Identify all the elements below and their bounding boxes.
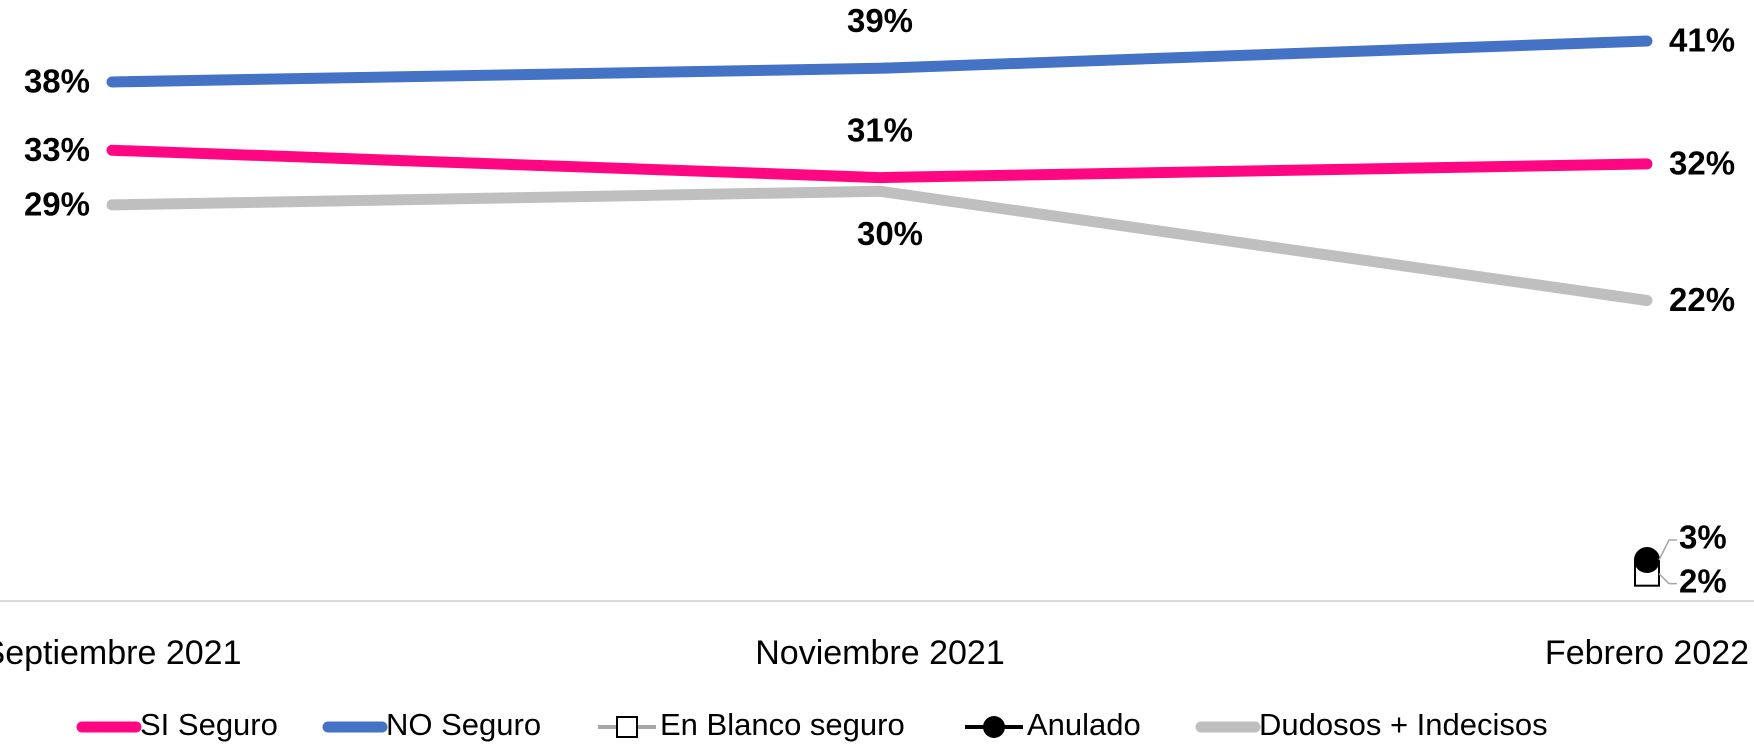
- data-label: 3%: [1679, 519, 1727, 556]
- line: [106, 144, 1653, 184]
- x-tick-label: Febrero 2022: [1545, 634, 1749, 672]
- leader-line: [1658, 539, 1677, 561]
- legend-label: Anulado: [1027, 707, 1141, 742]
- legend-marker: [616, 716, 638, 738]
- data-label: 33%: [24, 131, 90, 168]
- leader-line: [1658, 573, 1677, 585]
- legend-label: SI Seguro: [140, 707, 278, 742]
- x-tick-label: Noviembre 2021: [755, 634, 1004, 672]
- data-label: 30%: [857, 215, 923, 252]
- data-label: 32%: [1669, 145, 1735, 182]
- data-label: 29%: [24, 186, 90, 223]
- legend-label: En Blanco seguro: [660, 707, 905, 742]
- data-label: 22%: [1669, 281, 1735, 318]
- data-label: 2%: [1679, 562, 1727, 599]
- legend-label: Dudosos + Indecisos: [1259, 707, 1548, 742]
- data-label: 31%: [847, 111, 913, 148]
- data-label: 39%: [847, 2, 913, 39]
- legend-label: NO Seguro: [386, 707, 541, 742]
- marker: [1634, 547, 1660, 574]
- data-label: 38%: [24, 63, 90, 100]
- line: [106, 35, 1653, 88]
- data-label: 41%: [1669, 22, 1735, 59]
- legend-marker: [983, 716, 1005, 738]
- x-tick-label: Septiembre 2021: [0, 634, 241, 672]
- line: [106, 185, 1653, 306]
